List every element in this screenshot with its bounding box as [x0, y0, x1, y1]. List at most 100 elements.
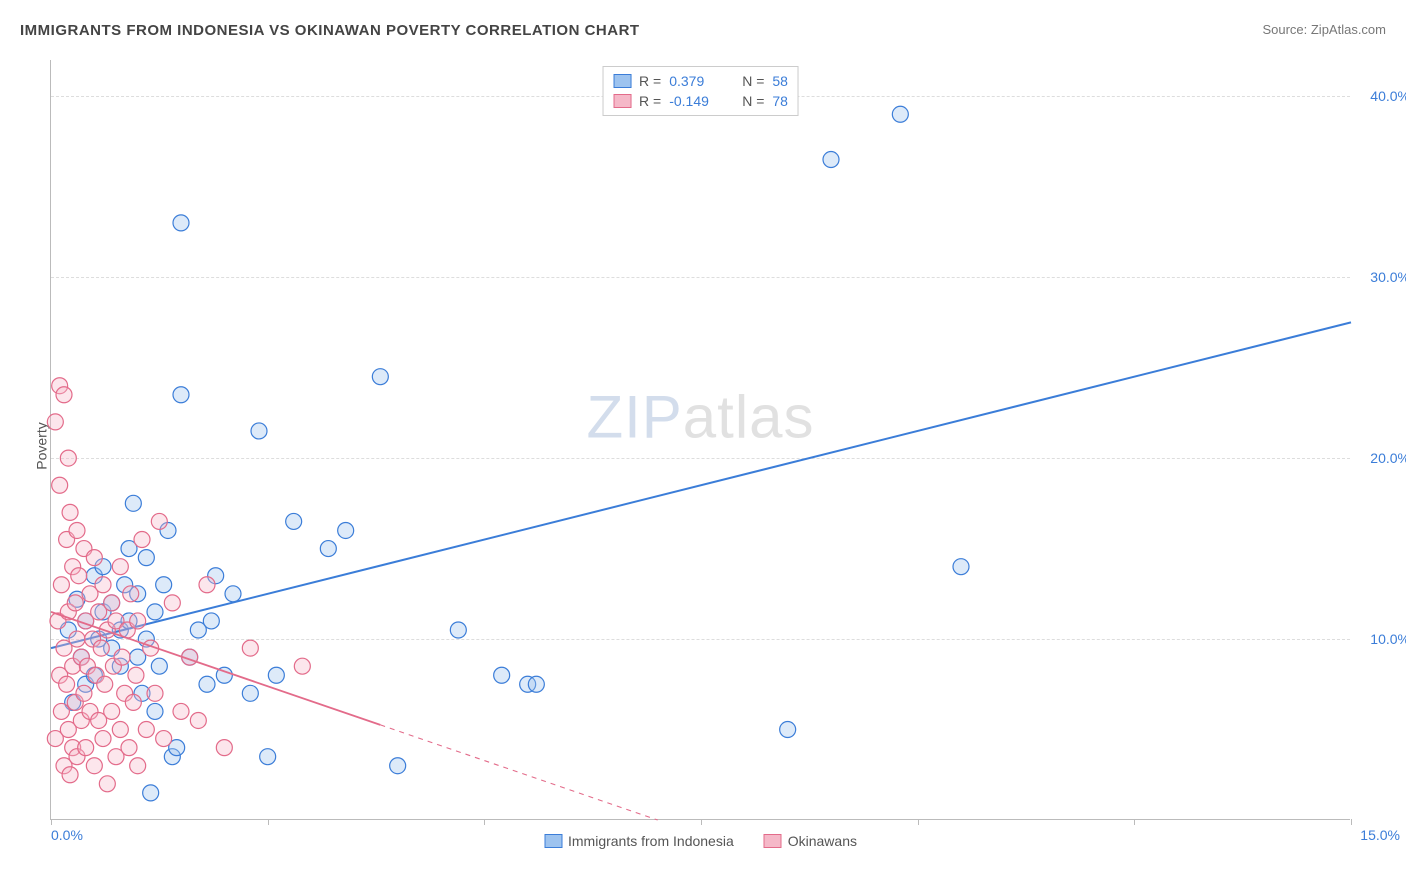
- scatter-point: [173, 215, 189, 231]
- scatter-point: [390, 758, 406, 774]
- r-label: R =: [639, 73, 661, 89]
- scatter-point: [62, 767, 78, 783]
- legend-swatch: [613, 74, 631, 88]
- legend-swatch: [764, 834, 782, 848]
- scatter-point: [528, 676, 544, 692]
- scatter-point: [199, 577, 215, 593]
- xtick: [484, 819, 485, 825]
- source-attribution: Source: ZipAtlas.com: [1262, 22, 1386, 37]
- xtick: [268, 819, 269, 825]
- scatter-point: [780, 722, 796, 738]
- xaxis-left-label: 0.0%: [51, 827, 83, 843]
- scatter-point: [125, 694, 141, 710]
- scatter-point: [164, 595, 180, 611]
- scatter-point: [71, 568, 87, 584]
- r-label: R =: [639, 93, 661, 109]
- scatter-point: [78, 740, 94, 756]
- scatter-point: [138, 550, 154, 566]
- ytick-label: 40.0%: [1355, 88, 1406, 104]
- scatter-point: [130, 758, 146, 774]
- scatter-point: [47, 414, 63, 430]
- scatter-point: [95, 577, 111, 593]
- scatter-point: [128, 667, 144, 683]
- scatter-point: [953, 559, 969, 575]
- ytick-label: 30.0%: [1355, 269, 1406, 285]
- series-legend: Immigrants from Indonesia Okinawans: [544, 833, 857, 849]
- correlation-legend-row: R = -0.149N = 78: [613, 91, 788, 111]
- scatter-point: [134, 532, 150, 548]
- xtick: [1351, 819, 1352, 825]
- series-legend-item: Okinawans: [764, 833, 857, 849]
- scatter-point: [190, 712, 206, 728]
- r-value: 0.379: [669, 73, 724, 89]
- scatter-point: [151, 658, 167, 674]
- ytick-label: 20.0%: [1355, 450, 1406, 466]
- scatter-point: [67, 595, 83, 611]
- scatter-point: [286, 513, 302, 529]
- xtick: [1134, 819, 1135, 825]
- n-value: 58: [772, 73, 788, 89]
- scatter-point: [203, 613, 219, 629]
- scatter-point: [114, 649, 130, 665]
- trend-line-dashed: [380, 725, 657, 820]
- legend-swatch: [544, 834, 562, 848]
- scatter-point: [112, 722, 128, 738]
- scatter-point: [251, 423, 267, 439]
- scatter-point: [242, 640, 258, 656]
- legend-label: Okinawans: [788, 833, 857, 849]
- scatter-point: [173, 387, 189, 403]
- scatter-point: [52, 477, 68, 493]
- scatter-point: [86, 758, 102, 774]
- scatter-point: [93, 640, 109, 656]
- scatter-point: [138, 722, 154, 738]
- scatter-point: [60, 450, 76, 466]
- scatter-point: [173, 703, 189, 719]
- ytick-label: 10.0%: [1355, 631, 1406, 647]
- xtick: [51, 819, 52, 825]
- n-label: N =: [742, 73, 764, 89]
- scatter-point: [56, 387, 72, 403]
- chart-svg: [51, 60, 1350, 819]
- scatter-point: [338, 522, 354, 538]
- scatter-point: [216, 740, 232, 756]
- chart-title: IMMIGRANTS FROM INDONESIA VS OKINAWAN PO…: [20, 22, 640, 39]
- legend-swatch: [613, 94, 631, 108]
- scatter-point: [147, 685, 163, 701]
- scatter-point: [199, 676, 215, 692]
- scatter-point: [125, 495, 141, 511]
- scatter-point: [59, 676, 75, 692]
- scatter-point: [130, 613, 146, 629]
- n-label: N =: [742, 93, 764, 109]
- scatter-point: [53, 703, 69, 719]
- xtick: [918, 819, 919, 825]
- r-value: -0.149: [669, 93, 724, 109]
- scatter-point: [99, 776, 115, 792]
- y-axis-label: Poverty: [34, 422, 50, 469]
- correlation-legend-row: R = 0.379 N = 58: [613, 71, 788, 91]
- scatter-point: [494, 667, 510, 683]
- series-legend-item: Immigrants from Indonesia: [544, 833, 734, 849]
- scatter-point: [95, 731, 111, 747]
- scatter-point: [121, 740, 137, 756]
- scatter-point: [156, 731, 172, 747]
- scatter-point: [69, 522, 85, 538]
- scatter-point: [69, 631, 85, 647]
- plot-area: ZIPatlas 10.0%20.0%30.0%40.0% 0.0% 15.0%…: [50, 60, 1350, 820]
- scatter-point: [86, 550, 102, 566]
- scatter-point: [143, 785, 159, 801]
- correlation-legend: R = 0.379N = 58R = -0.149N = 78: [602, 66, 799, 116]
- scatter-point: [450, 622, 466, 638]
- source-name: ZipAtlas.com: [1311, 22, 1386, 37]
- scatter-point: [242, 685, 258, 701]
- scatter-point: [260, 749, 276, 765]
- scatter-point: [151, 513, 167, 529]
- scatter-point: [823, 152, 839, 168]
- scatter-point: [225, 586, 241, 602]
- scatter-point: [268, 667, 284, 683]
- scatter-point: [320, 541, 336, 557]
- legend-label: Immigrants from Indonesia: [568, 833, 734, 849]
- scatter-point: [294, 658, 310, 674]
- trend-line: [51, 322, 1351, 648]
- scatter-point: [112, 559, 128, 575]
- xaxis-right-label: 15.0%: [1360, 827, 1400, 843]
